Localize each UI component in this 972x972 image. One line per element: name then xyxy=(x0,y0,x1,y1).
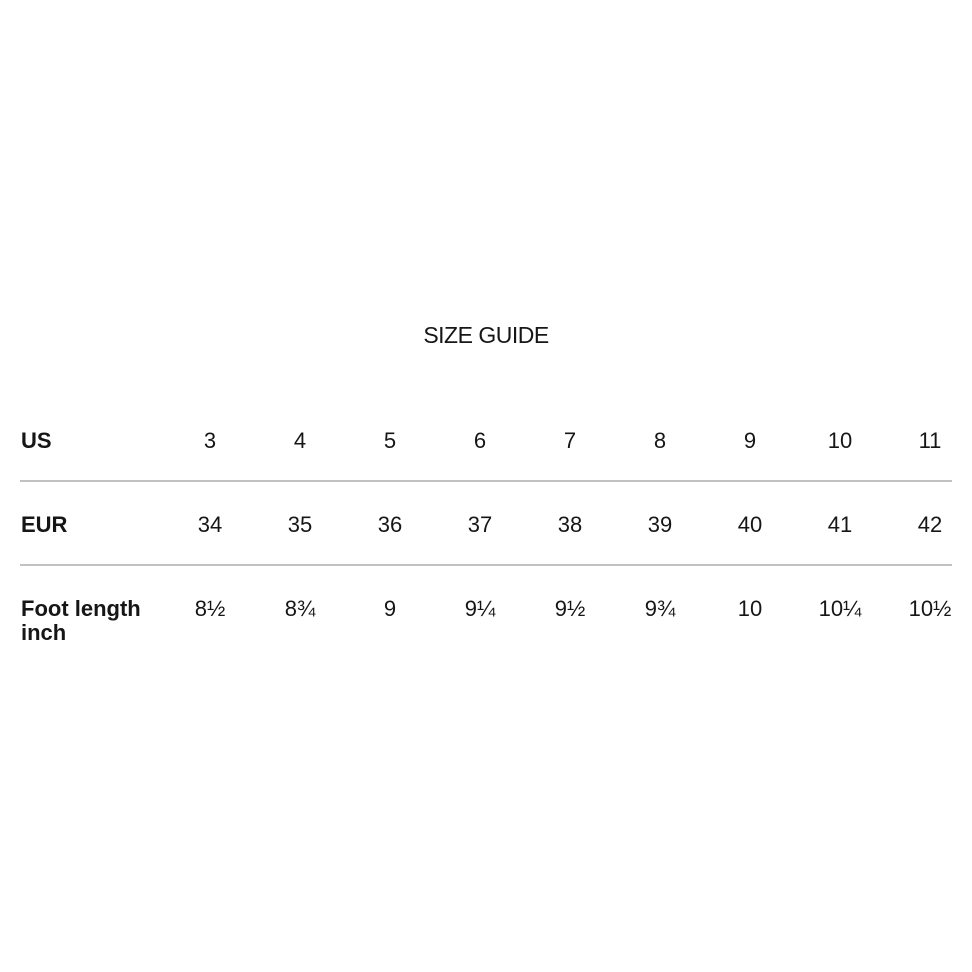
size-table: US 3 4 5 6 7 8 9 10 11 EUR 34 35 36 37 3… xyxy=(20,398,952,672)
eur-size-value: 36 xyxy=(377,512,403,537)
row-label-eur: EUR xyxy=(21,512,68,537)
eur-size-value: 38 xyxy=(557,512,583,537)
us-size-value: 5 xyxy=(383,428,397,453)
table-row-eur: EUR 34 35 36 37 38 39 40 41 42 xyxy=(20,482,952,566)
eur-size-value: 34 xyxy=(197,512,223,537)
row-label-foot-length-inch: Foot length inch xyxy=(21,596,141,645)
us-size-value: 7 xyxy=(563,428,577,453)
inch-size-value: 10 xyxy=(737,596,763,621)
inch-size-value: 9 xyxy=(383,596,397,621)
table-row-foot-length-inch: Foot length inch 8½ 8¾ 9 9¼ 9½ 9¾ 10 10¼… xyxy=(20,566,952,672)
eur-size-value: 40 xyxy=(737,512,763,537)
page-title: SIZE GUIDE xyxy=(423,322,549,348)
us-size-value: 10 xyxy=(827,428,853,453)
eur-size-value: 42 xyxy=(917,512,943,537)
us-size-value: 8 xyxy=(653,428,667,453)
inch-size-value: 10¼ xyxy=(818,596,862,621)
size-guide-page: SIZE GUIDE US 3 4 5 6 7 8 9 10 11 EUR 34… xyxy=(20,322,952,672)
inch-size-value: 9½ xyxy=(554,596,586,621)
row-label-us: US xyxy=(21,428,52,453)
inch-size-value: 9¾ xyxy=(644,596,676,621)
inch-size-value: 8¾ xyxy=(284,596,316,621)
eur-size-value: 41 xyxy=(827,512,853,537)
us-size-value: 4 xyxy=(293,428,307,453)
us-size-value: 9 xyxy=(743,428,757,453)
us-size-value: 3 xyxy=(203,428,217,453)
eur-size-value: 39 xyxy=(647,512,673,537)
us-size-value: 11 xyxy=(918,428,942,453)
inch-size-value: 8½ xyxy=(194,596,226,621)
inch-size-value: 9¼ xyxy=(464,596,496,621)
eur-size-value: 35 xyxy=(287,512,313,537)
us-size-value: 6 xyxy=(473,428,487,453)
eur-size-value: 37 xyxy=(467,512,493,537)
table-row-us: US 3 4 5 6 7 8 9 10 11 xyxy=(20,398,952,482)
inch-size-value: 10½ xyxy=(908,596,952,621)
